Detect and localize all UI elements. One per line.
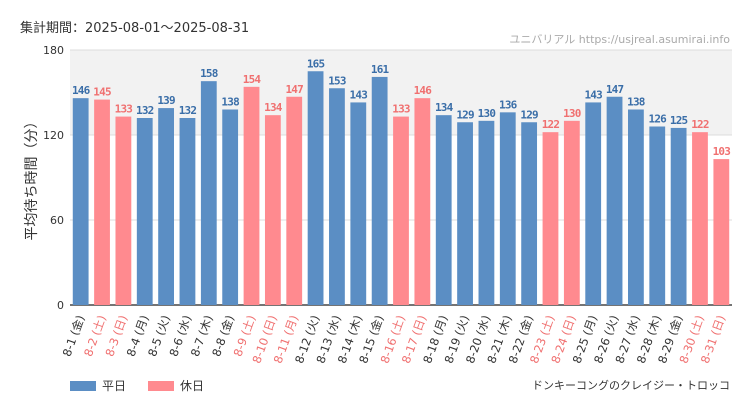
legend: 平日 休日 xyxy=(70,377,204,394)
bar xyxy=(286,96,303,305)
data-label: 122 xyxy=(691,118,709,131)
legend-label-holiday: 休日 xyxy=(180,379,205,393)
data-label: 138 xyxy=(221,96,239,109)
bar xyxy=(94,99,110,305)
data-label: 139 xyxy=(157,94,175,107)
bar xyxy=(628,109,644,305)
bar xyxy=(350,102,367,306)
y-tick-label: 180 xyxy=(43,44,64,57)
data-label: 146 xyxy=(72,84,91,97)
period-label: 集計期間：2025-08-01～2025-08-31 xyxy=(20,21,250,36)
data-label: 129 xyxy=(520,108,538,121)
bar xyxy=(393,116,409,305)
data-label: 165 xyxy=(307,57,325,70)
bar xyxy=(670,127,687,306)
bar xyxy=(499,112,516,305)
data-label: 143 xyxy=(584,88,602,101)
bar xyxy=(713,159,730,305)
bar xyxy=(243,86,260,305)
bar xyxy=(72,98,89,306)
bar xyxy=(222,109,239,305)
bar xyxy=(478,120,495,305)
bar xyxy=(158,108,174,305)
y-tick-label: 0 xyxy=(57,299,64,312)
bar xyxy=(264,115,281,306)
data-label: 122 xyxy=(542,118,560,131)
bar xyxy=(457,122,473,305)
legend-item-weekday: 平日 xyxy=(70,377,126,394)
bar xyxy=(115,116,132,305)
data-label: 132 xyxy=(179,104,197,117)
bar xyxy=(435,115,452,306)
data-label: 133 xyxy=(392,103,410,116)
data-label: 103 xyxy=(713,145,731,158)
bar xyxy=(329,88,345,305)
y-tick-label: 120 xyxy=(43,129,64,142)
data-label: 138 xyxy=(627,96,645,109)
bar xyxy=(542,132,559,305)
data-label: 125 xyxy=(670,114,688,127)
data-label: 126 xyxy=(649,113,668,126)
bar xyxy=(585,102,602,306)
data-label: 158 xyxy=(200,67,218,80)
legend-swatch-holiday xyxy=(148,380,175,391)
bar xyxy=(649,126,666,305)
data-label: 130 xyxy=(478,107,496,120)
data-label: 134 xyxy=(435,101,454,114)
bar xyxy=(307,71,324,305)
data-label: 133 xyxy=(115,103,133,116)
y-tick-label: 60 xyxy=(50,214,64,227)
data-label: 154 xyxy=(243,73,262,86)
data-label: 147 xyxy=(606,83,624,96)
data-label: 143 xyxy=(350,88,368,101)
data-label: 153 xyxy=(328,74,346,87)
bar xyxy=(371,76,388,306)
attraction-name: ドンキーコングのクレイジー・トロッコ xyxy=(532,379,730,392)
legend-label-weekday: 平日 xyxy=(102,379,127,393)
data-label: 132 xyxy=(136,104,154,117)
data-label: 145 xyxy=(93,86,111,99)
data-label: 147 xyxy=(285,83,303,96)
data-label: 136 xyxy=(499,98,518,111)
data-label: 146 xyxy=(414,84,433,97)
bar xyxy=(692,132,708,305)
bar xyxy=(414,98,431,306)
bar xyxy=(521,122,538,305)
bar xyxy=(179,118,196,305)
data-label: 129 xyxy=(456,108,474,121)
data-label: 130 xyxy=(563,107,581,120)
bar xyxy=(606,96,623,305)
bar xyxy=(136,118,153,305)
bar xyxy=(200,81,217,306)
bar xyxy=(563,120,580,305)
legend-item-holiday: 休日 xyxy=(148,377,204,394)
data-label: 134 xyxy=(264,101,283,114)
data-label: 161 xyxy=(371,63,390,76)
legend-swatch-weekday xyxy=(70,380,96,391)
y-axis-title: 平均待ち時間（分） xyxy=(24,115,40,241)
site-credit: ユニバリアル https://usjreal.asumirai.info xyxy=(509,33,730,46)
